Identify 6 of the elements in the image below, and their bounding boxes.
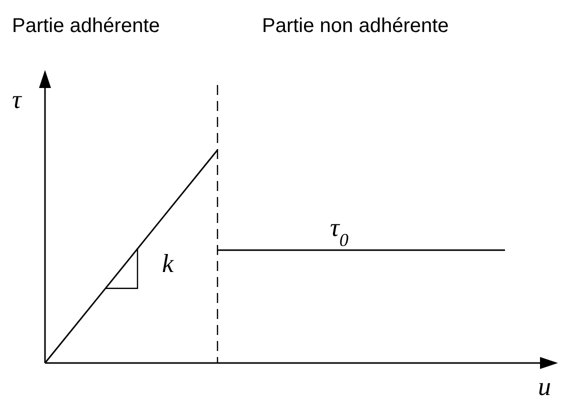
annotation: τ$_{0}$ [330,213,348,250]
y-axis-title: τ [12,85,23,114]
annotation: k [162,249,174,278]
text: Partie non adhérente [262,15,449,37]
x-axis-title: u [538,372,551,401]
text: Partie adhérente [12,15,160,37]
